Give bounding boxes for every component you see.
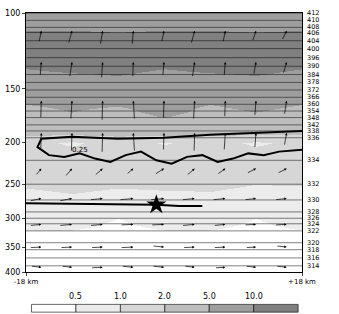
svg-text:406: 406 — [307, 29, 319, 37]
svg-text:338: 338 — [307, 127, 319, 135]
svg-text:326: 326 — [307, 214, 319, 222]
svg-text:316: 316 — [307, 254, 319, 262]
svg-text:10.0: 10.0 — [245, 292, 263, 301]
svg-text:336: 336 — [307, 134, 319, 142]
svg-text:378: 378 — [307, 78, 319, 86]
svg-text:400: 400 — [5, 268, 20, 277]
svg-text:322: 322 — [307, 227, 319, 235]
svg-text:328: 328 — [307, 208, 319, 216]
svg-text:2.0: 2.0 — [158, 292, 171, 301]
svg-text:330: 330 — [307, 196, 319, 204]
svg-text:372: 372 — [307, 86, 319, 94]
svg-text:408: 408 — [307, 23, 319, 31]
svg-text:100: 100 — [5, 9, 20, 18]
svg-text:300: 300 — [5, 214, 20, 223]
svg-text:1.0: 1.0 — [114, 292, 127, 301]
svg-text:250: 250 — [5, 180, 20, 189]
svg-text:410: 410 — [307, 16, 319, 24]
svg-text:314: 314 — [307, 262, 319, 270]
svg-text:334: 334 — [307, 156, 319, 164]
svg-text:348: 348 — [307, 114, 319, 122]
svg-text:384: 384 — [307, 71, 319, 79]
svg-text:+18 km: +18 km — [288, 278, 316, 286]
svg-text:396: 396 — [307, 54, 319, 62]
svg-text:400: 400 — [307, 45, 319, 53]
svg-text:390: 390 — [307, 62, 319, 70]
svg-text:200: 200 — [5, 138, 20, 147]
svg-text:0.25: 0.25 — [72, 146, 88, 154]
svg-text:320: 320 — [307, 239, 319, 247]
svg-text:324: 324 — [307, 220, 319, 228]
svg-text:360: 360 — [307, 100, 319, 108]
svg-text:318: 318 — [307, 246, 319, 254]
svg-text:-18 km: -18 km — [14, 278, 39, 286]
svg-text:150: 150 — [5, 85, 20, 94]
svg-text:350: 350 — [5, 243, 20, 252]
svg-text:0.5: 0.5 — [69, 292, 82, 301]
svg-text:354: 354 — [307, 107, 319, 115]
svg-text:342: 342 — [307, 121, 319, 129]
svg-text:412: 412 — [307, 9, 319, 17]
svg-text:404: 404 — [307, 37, 319, 45]
svg-text:332: 332 — [307, 180, 319, 188]
svg-text:5.0: 5.0 — [203, 292, 216, 301]
svg-text:366: 366 — [307, 93, 319, 101]
